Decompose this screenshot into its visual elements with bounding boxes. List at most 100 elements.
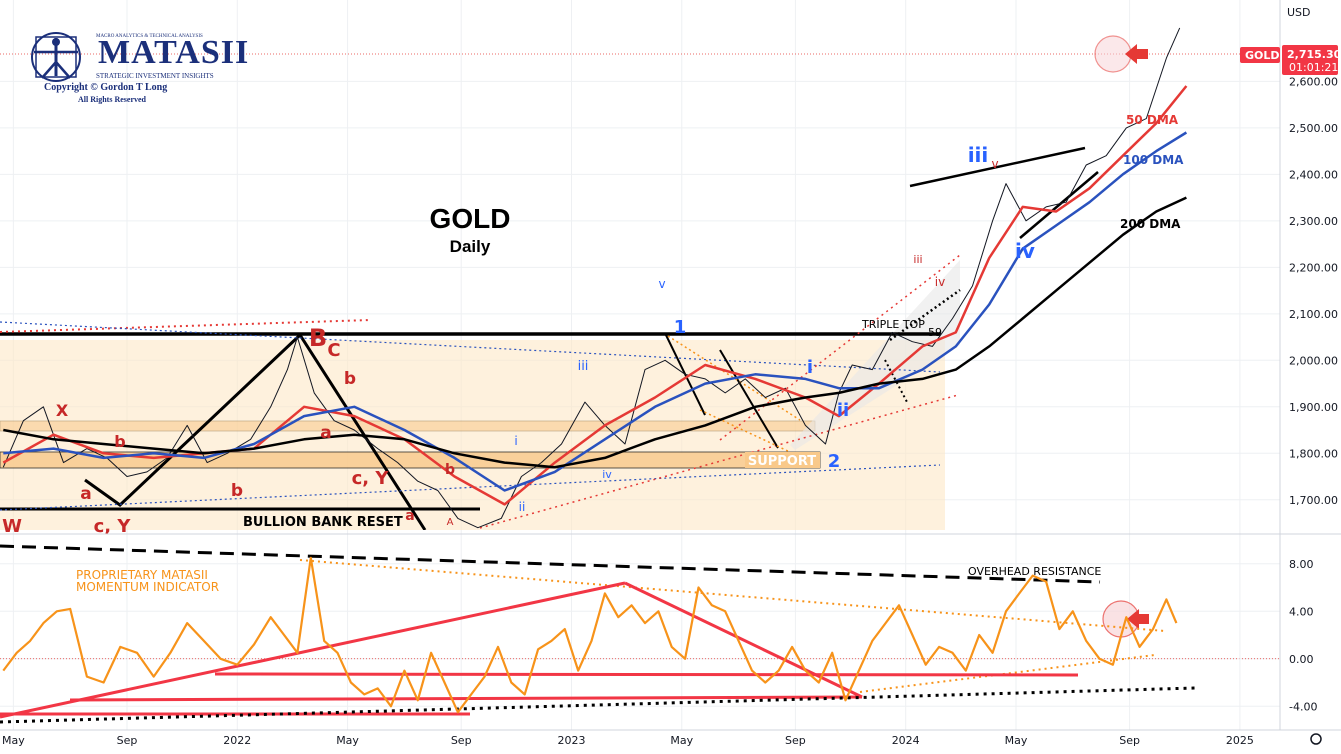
wave-label: 2 xyxy=(828,451,841,472)
y-tick-label: 1,800.00 xyxy=(1289,447,1338,460)
wave-label: a xyxy=(80,484,91,504)
x-tick-label: May xyxy=(1005,734,1028,747)
x-tick-label: 2022 xyxy=(223,734,251,747)
wave-label: b xyxy=(445,462,455,478)
wave-label: SUPPORT xyxy=(748,454,816,469)
y-tick-label: 1,900.00 xyxy=(1289,401,1338,414)
y-tick-label: 2,400.00 xyxy=(1289,168,1338,181)
wave-label: a xyxy=(320,423,331,443)
wave-b-path xyxy=(84,332,427,530)
logo-rights: All Rights Reserved xyxy=(78,95,146,104)
y-tick-label: 2,200.00 xyxy=(1289,261,1338,274)
momentum-orange-dotted-top xyxy=(299,559,1166,632)
wave-label: BULLION BANK RESET xyxy=(243,515,403,530)
x-tick-label: Sep xyxy=(451,734,472,747)
channel-zone xyxy=(790,260,960,450)
orange-dotted-wedge-2 xyxy=(699,409,791,453)
momentum-red-falling xyxy=(624,581,863,699)
wave-label: 100 DMA xyxy=(1123,153,1184,167)
trendlines xyxy=(0,53,1280,530)
momentum-red-base xyxy=(69,695,863,702)
wave-label: iv xyxy=(1015,239,1035,263)
x-tick-label: Sep xyxy=(1119,734,1140,747)
wave-iv-support xyxy=(1019,171,1099,239)
x-tick-label: May xyxy=(336,734,359,747)
wave-label: iii xyxy=(913,253,922,266)
wave-label: W xyxy=(2,516,22,537)
x-tick-label: 2025 xyxy=(1226,734,1254,747)
y-tick-label: 2,600.00 xyxy=(1289,75,1338,88)
gear-icon xyxy=(1310,733,1322,745)
last-price-tag-bg xyxy=(1282,45,1338,75)
wave-label: iv xyxy=(935,275,945,289)
wedge-down-right xyxy=(719,349,779,449)
last-price-tag: 2,715.30 xyxy=(1287,48,1341,61)
red-dotted-top xyxy=(0,319,371,333)
highlight-zones xyxy=(0,260,960,530)
osc-y-tick-label: -4.00 xyxy=(1289,700,1317,713)
momentum-red-rising xyxy=(0,581,626,719)
y-tick-label: 1,700.00 xyxy=(1289,494,1338,507)
wave-label: 200 DMA xyxy=(1120,217,1181,231)
wave-label: ii xyxy=(519,500,526,514)
momentum-red-mid xyxy=(214,672,1079,677)
black-dotted-short xyxy=(889,288,961,342)
arrow-left-icon xyxy=(1125,44,1148,64)
y-tick-label: 2,100.00 xyxy=(1289,308,1338,321)
wave-labels: GOLD Daily 50 DMA 100 DMA 200 DMA BULLION BAN… xyxy=(2,35,1184,638)
wave-label: 59 xyxy=(928,326,942,339)
wave-label: 50 DMA xyxy=(1126,113,1179,127)
x-tick-label: Sep xyxy=(785,734,806,747)
x-tick-label: Sep xyxy=(117,734,138,747)
wave-label: i xyxy=(514,434,517,448)
y-tick-label: 2,000.00 xyxy=(1289,354,1338,367)
ticker-tag: GOLD xyxy=(1245,49,1280,62)
wave-label: i xyxy=(807,357,813,378)
logo-tagline: MACRO ANALYTICS & TECHNICAL ANALYSIS xyxy=(96,34,203,39)
support-label-bg xyxy=(745,452,820,468)
wave-label: iii xyxy=(578,359,589,374)
grid-lines xyxy=(0,0,1280,730)
x-tick-label: May xyxy=(2,734,25,747)
blue-dotted-channel xyxy=(0,321,941,373)
wave-label: iv xyxy=(602,468,612,481)
x-tick-label: 2024 xyxy=(892,734,920,747)
ma200-line xyxy=(3,196,1187,469)
overhead-resistance-label: OVERHEAD RESISTANCE xyxy=(968,565,1101,578)
wave-iii-resistance xyxy=(909,146,1086,188)
wave-label: c, Y xyxy=(352,468,390,489)
logo-copyright: Copyright © Gordon T Long xyxy=(44,82,168,93)
wave-label: ii xyxy=(837,400,849,421)
logo: MACRO ANALYTICS & TECHNICAL ANALYSIS MAT… xyxy=(22,30,248,110)
wave-label: b xyxy=(344,369,356,389)
ticker-tag-bg xyxy=(1240,47,1280,63)
wave-label: 1 xyxy=(674,317,687,338)
overhead-resistance-line xyxy=(0,544,1101,584)
countdown-tag: 01:01:21 xyxy=(1289,61,1338,74)
y-tick-label: 2,500.00 xyxy=(1289,122,1338,135)
logo-subtitle: STRATEGIC INVESTMENT INSIGHTS xyxy=(96,72,214,80)
arrow-left-icon xyxy=(1127,609,1149,629)
blue-dotted-lower xyxy=(0,464,941,511)
wave-label: Daily xyxy=(450,237,491,256)
wave-label: TRIPLE TOP xyxy=(861,318,925,331)
osc-y-tick-label: 4.00 xyxy=(1289,605,1314,618)
wave-label: c, Y xyxy=(94,516,132,537)
wave-label: A xyxy=(447,517,454,528)
currency-selector[interactable]: USD xyxy=(1287,6,1311,19)
momentum-line xyxy=(2,556,1178,714)
wave-label: v xyxy=(658,277,665,291)
osc-y-tick-label: 0.00 xyxy=(1289,653,1314,666)
wave-label: b xyxy=(114,432,125,451)
osc-y-tick-label: 8.00 xyxy=(1289,558,1314,571)
orange-dotted-wedge xyxy=(667,335,801,421)
wave-label: X xyxy=(56,401,69,420)
red-dotted-rising-2 xyxy=(719,254,961,441)
momentum-title-line2: MOMENTUM INDICATOR xyxy=(76,580,219,594)
logo-name: MATASII xyxy=(98,34,250,71)
y-tick-label: 2,300.00 xyxy=(1289,215,1338,228)
x-tick-label: May xyxy=(670,734,693,747)
wave-label: GOLD xyxy=(430,203,511,234)
wave-label: v xyxy=(991,157,998,171)
